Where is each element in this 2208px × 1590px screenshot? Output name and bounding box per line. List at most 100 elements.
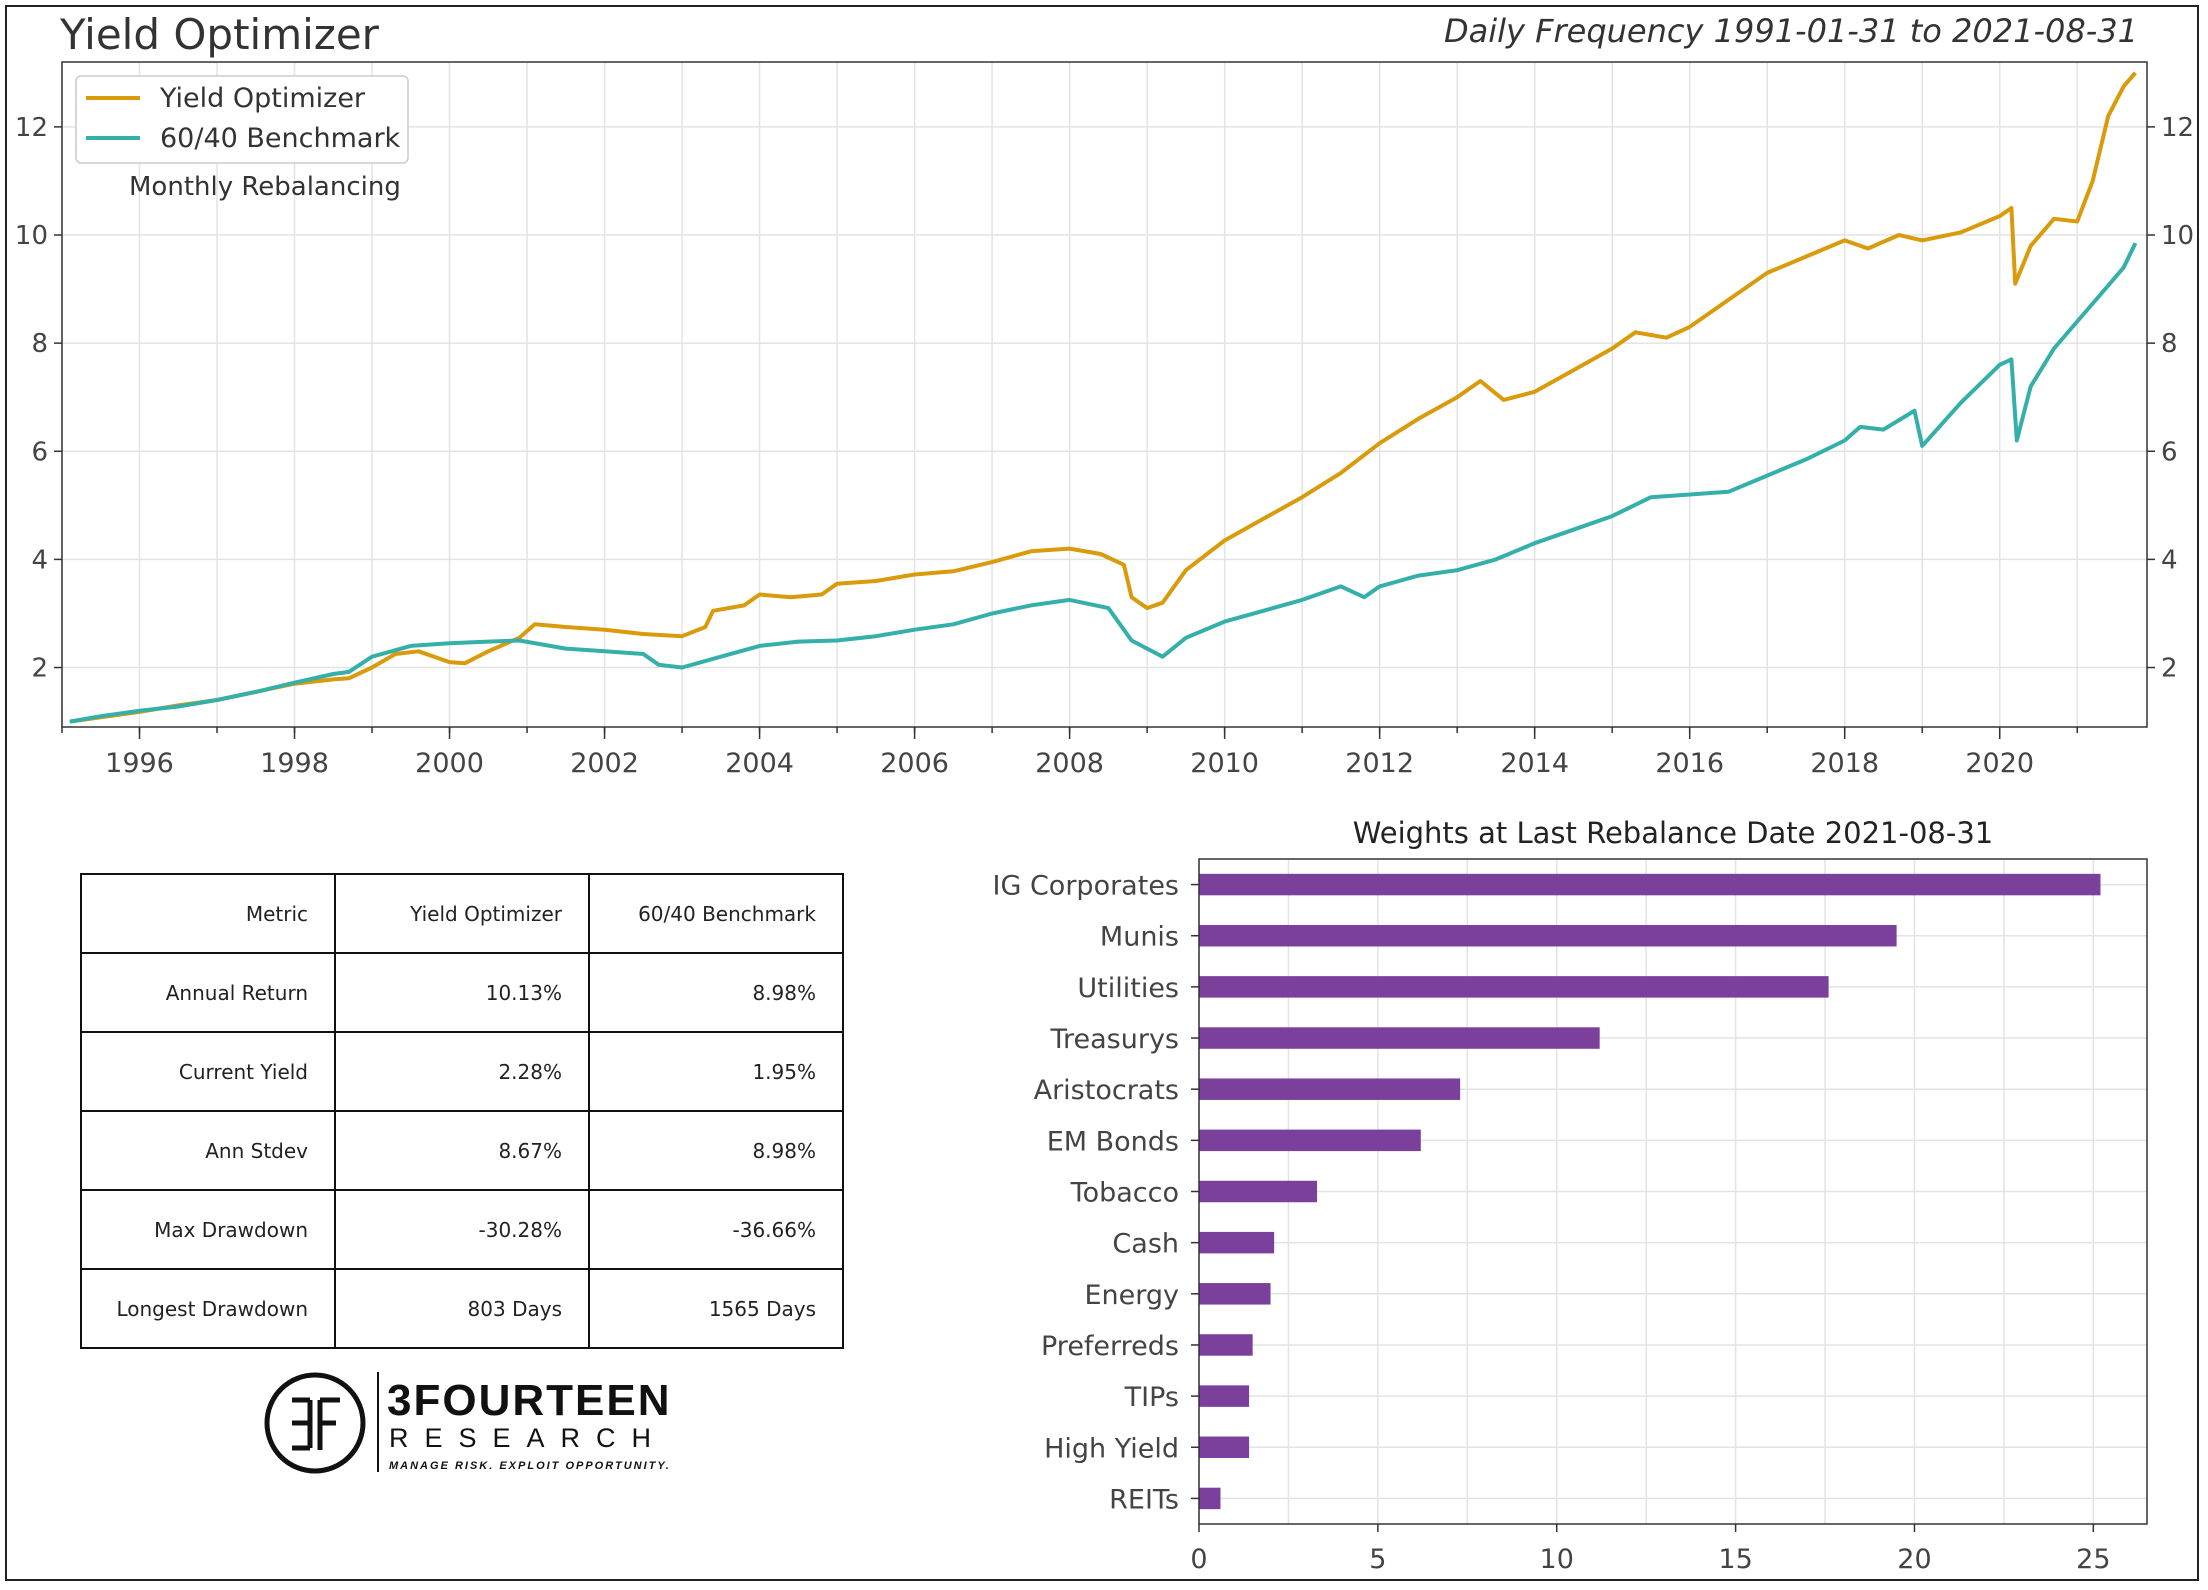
y-tick-label-right: 12 [2161,113,2194,143]
category-label: Energy [1084,1280,1179,1311]
bar [1199,924,1897,947]
bar [1199,1129,1421,1152]
category-label: EM Bonds [1047,1126,1179,1157]
x-tick-label: 2010 [1190,748,1259,779]
category-label: Preferreds [1041,1331,1179,1362]
company-logo: 3FOURTEEN RESEARCH MANAGE RISK. EXPLOIT … [262,1368,682,1478]
series-line-benchmark [69,242,2138,724]
x-tick-label: 1998 [260,748,329,779]
category-label: Aristocrats [1034,1075,1179,1106]
y-tick-label-right: 6 [2161,437,2178,467]
x-tick-label: 2008 [1035,748,1104,779]
logo-sub: RESEARCH [389,1423,668,1453]
category-label: Munis [1100,922,1179,953]
table-cell: -36.66% [588,1189,844,1270]
table-cell: 8.98% [588,952,844,1033]
y-tick-label-left: 8 [31,329,48,359]
category-label: Tobacco [1070,1178,1179,1209]
x-tick-label: 0 [1190,1544,1207,1575]
x-tick-label: 25 [2076,1544,2110,1575]
x-tick-label: 1996 [105,748,174,779]
table-header-cell: Metric [80,873,336,954]
table-cell: Max Drawdown [80,1189,336,1270]
bar-chart: IG Corporates Munis Utilities Treasurys Aris… [992,816,2148,1575]
x-tick-label: 2000 [415,748,484,779]
table-header-cell: 60/40 Benchmark [588,873,844,954]
x-tick-label: 2016 [1655,748,1724,779]
y-tick-label-right: 4 [2161,545,2178,575]
bar [1199,1231,1275,1254]
y-tick-label-left: 6 [31,437,48,467]
y-tick-label-left: 4 [31,545,48,575]
bar [1199,1487,1221,1510]
table-header-cell: Yield Optimizer [334,873,590,954]
table-row: Current Yield 2.28% 1.95% [80,1031,844,1112]
x-tick-label: 10 [1540,1544,1574,1575]
x-tick-label: 2004 [725,748,794,779]
bar [1199,1078,1461,1100]
bar [1199,1283,1271,1305]
plot-border [1198,858,2148,1525]
bar [1199,1334,1253,1356]
table-cell: 1565 Days [588,1268,844,1349]
table-row: Max Drawdown -30.28% -36.66% [80,1189,844,1270]
bar [1199,976,1829,998]
legend-label: Yield Optimizer [159,83,366,114]
page-subtitle: Daily Frequency 1991-01-31 to 2021-08-31 [1443,12,2138,50]
table-cell: Longest Drawdown [80,1268,336,1349]
category-label: TIPs [1124,1382,1179,1413]
y-tick-label-left: 12 [15,113,48,143]
category-label: High Yield [1044,1433,1179,1464]
table-cell: 8.98% [588,1110,844,1191]
table-cell: 8.67% [334,1110,590,1191]
x-tick-label: 20 [1897,1544,1931,1575]
legend-label: 60/40 Benchmark [160,123,401,154]
table-row: Annual Return 10.13% 8.98% [80,952,844,1033]
category-label: Utilities [1077,973,1179,1004]
line-chart: 2 2 4 4 6 6 8 8 10 10 12 12 1996 1998 2000 2002 2004 2006… [15,61,2194,779]
category-label: Treasurys [1049,1024,1179,1055]
table-cell: Ann Stdev [80,1110,336,1191]
table-row: Longest Drawdown 803 Days 1565 Days [80,1268,844,1349]
x-tick-label: 2006 [880,748,949,779]
category-label: REITs [1109,1484,1179,1515]
page-title: Yield Optimizer [60,10,379,59]
x-tick-label: 2012 [1345,748,1414,779]
y-tick-label-right: 2 [2161,654,2178,684]
metrics-table: Metric Yield Optimizer 60/40 Benchmark A… [80,873,844,1349]
x-tick-label: 2018 [1810,748,1879,779]
legend-note: Monthly Rebalancing [129,172,401,202]
table-cell: -30.28% [334,1189,590,1270]
table-cell: 1.95% [588,1031,844,1112]
x-tick-label: 15 [1718,1544,1752,1575]
table-header-row: Metric Yield Optimizer 60/40 Benchmark [80,873,844,954]
table-cell: Current Yield [80,1031,336,1112]
y-tick-label-left: 10 [15,221,48,251]
table-cell: Annual Return [80,952,336,1033]
category-label: Cash [1112,1229,1179,1260]
series-line-yield-optimizer [69,71,2137,724]
y-tick-label-left: 2 [31,654,48,684]
table-cell: 803 Days [334,1268,590,1349]
bar [1199,873,2101,896]
y-tick-label-right: 8 [2161,329,2178,359]
legend-box [75,75,409,164]
category-label: IG Corporates [992,871,1179,902]
bar [1199,1180,1318,1203]
logo-mark-icon [264,1372,366,1474]
y-tick-label-right: 10 [2161,221,2194,251]
plot-border [61,61,2148,728]
bar [1199,1436,1250,1459]
logo-divider [377,1372,379,1472]
x-tick-label: 2002 [570,748,639,779]
logo-name: 3FOURTEEN [387,1376,672,1425]
table-cell: 10.13% [334,952,590,1033]
x-tick-label: 5 [1369,1544,1386,1575]
bar-chart-title: Weights at Last Rebalance Date 2021-08-3… [1353,816,1994,850]
bar [1199,1385,1250,1407]
table-cell: 2.28% [334,1031,590,1112]
table-row: Ann Stdev 8.67% 8.98% [80,1110,844,1191]
logo-tagline: MANAGE RISK. EXPLOIT OPPORTUNITY. [389,1460,671,1472]
x-tick-label: 2014 [1500,748,1569,779]
x-tick-label: 2020 [1965,748,2034,779]
